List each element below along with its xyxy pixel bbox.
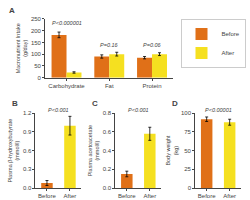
svg-text:Before: Before [222, 31, 240, 37]
svg-text:100: 100 [181, 110, 192, 116]
svg-text:0.3: 0.3 [23, 166, 32, 172]
svg-text:Protein: Protein [143, 83, 162, 89]
svg-text:P=0.06: P=0.06 [143, 42, 162, 48]
svg-text:0.6: 0.6 [103, 129, 112, 135]
svg-text:After: After [143, 193, 156, 199]
svg-text:P<0.001: P<0.001 [128, 107, 149, 113]
svg-text:0: 0 [38, 75, 42, 81]
svg-text:0.0: 0.0 [23, 185, 32, 191]
svg-text:1.2: 1.2 [23, 110, 32, 116]
svg-text:150: 150 [31, 40, 42, 46]
svg-text:0.0: 0.0 [103, 185, 112, 191]
svg-text:D: D [172, 99, 178, 108]
svg-text:C: C [92, 99, 98, 108]
svg-text:Before: Before [38, 193, 56, 199]
svg-text:Before: Before [118, 193, 136, 199]
svg-text:Body weight(kg): Body weight(kg) [165, 135, 178, 165]
svg-text:250: 250 [31, 16, 42, 22]
svg-text:B: B [12, 99, 18, 108]
svg-text:After: After [64, 193, 77, 199]
svg-text:P<0.001: P<0.001 [48, 107, 69, 113]
svg-text:0.8: 0.8 [103, 110, 112, 116]
svg-text:50: 50 [34, 63, 41, 69]
svg-text:Macronutrient Intake(g/day): Macronutrient Intake(g/day) [15, 23, 28, 73]
svg-text:50: 50 [184, 148, 191, 154]
svg-text:75: 75 [184, 129, 191, 135]
svg-text:Before: Before [198, 193, 216, 199]
svg-text:P<0.000001: P<0.000001 [52, 20, 82, 26]
svg-text:After: After [223, 193, 236, 199]
svg-text:Plasma β-hydroxybutyrate(mmol/: Plasma β-hydroxybutyrate(mmol/l) [7, 119, 20, 183]
svg-text:Carbohydrate: Carbohydrate [48, 83, 85, 89]
svg-text:0.6: 0.6 [23, 148, 32, 154]
svg-text:P<0.00001: P<0.00001 [205, 107, 232, 113]
svg-text:100: 100 [31, 51, 42, 57]
svg-text:0.4: 0.4 [103, 148, 112, 154]
svg-text:Plasma acetoacetate(mmol/l): Plasma acetoacetate(mmol/l) [87, 125, 100, 176]
svg-text:25: 25 [184, 166, 191, 172]
svg-text:200: 200 [31, 28, 42, 34]
svg-text:Fat: Fat [105, 83, 114, 89]
svg-text:A: A [9, 6, 15, 15]
svg-text:After: After [222, 50, 235, 56]
svg-text:0.9: 0.9 [23, 129, 32, 135]
svg-text:P=0.16: P=0.16 [100, 42, 119, 48]
svg-text:0.2: 0.2 [103, 166, 112, 172]
svg-text:0: 0 [188, 185, 192, 191]
